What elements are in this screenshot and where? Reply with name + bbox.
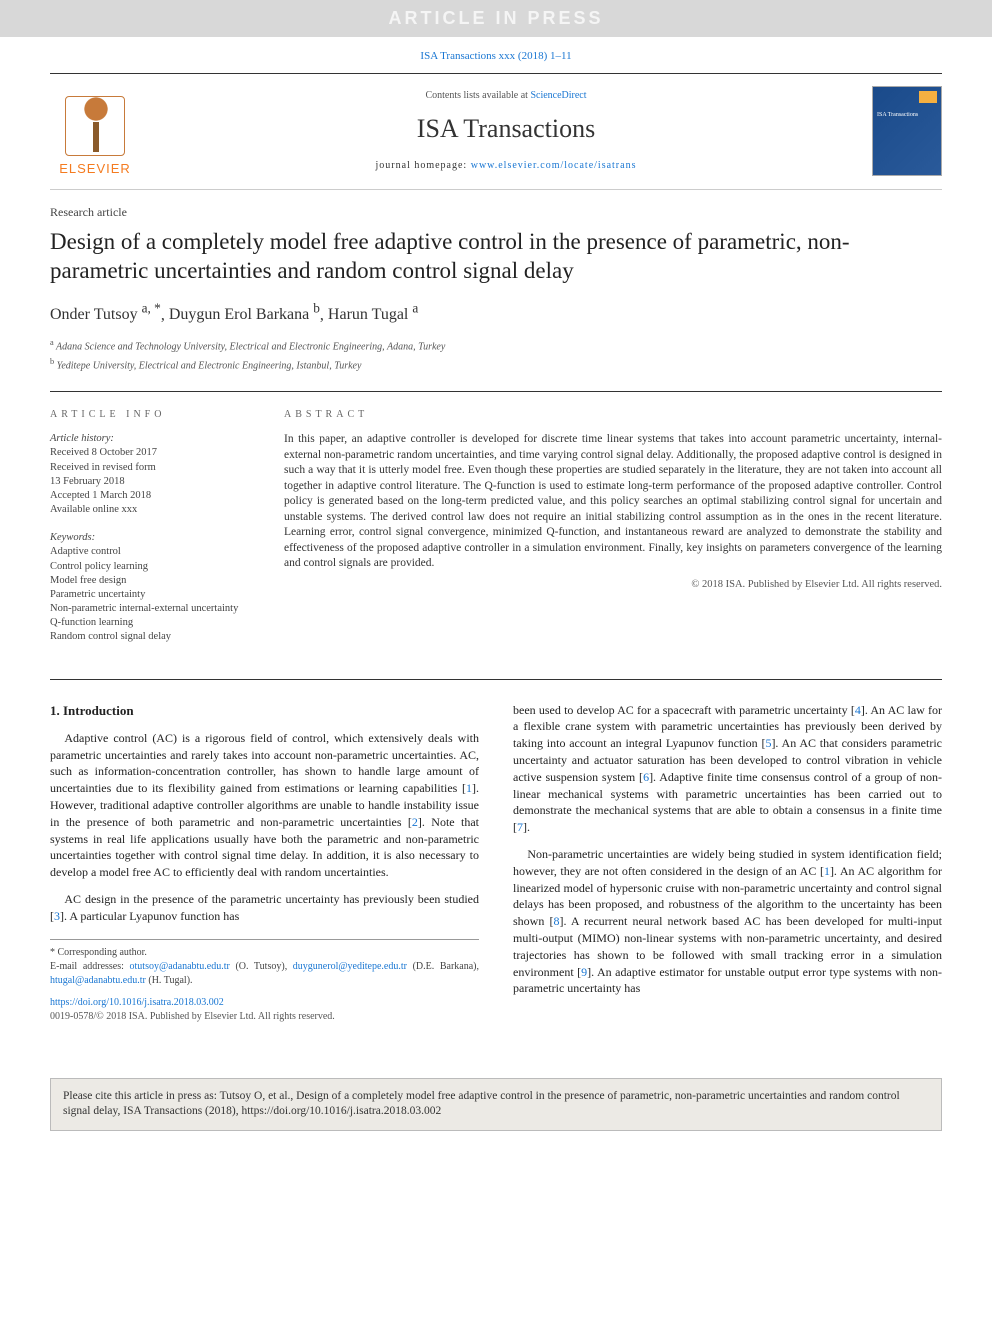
sciencedirect-link[interactable]: ScienceDirect <box>530 90 586 101</box>
body-paragraph: AC design in the presence of the paramet… <box>50 891 479 925</box>
journal-name: ISA Transactions <box>140 111 872 147</box>
body-paragraph: been used to develop AC for a spacecraft… <box>513 702 942 836</box>
ref-link[interactable]: 4 <box>855 703 861 717</box>
homepage-link[interactable]: www.elsevier.com/locate/isatrans <box>471 160 637 171</box>
elsevier-logo: ELSEVIER <box>50 84 140 179</box>
top-citation: ISA Transactions xxx (2018) 1–11 <box>0 37 992 72</box>
keyword: Parametric uncertainty <box>50 588 250 602</box>
ref-link[interactable]: 5 <box>765 736 771 750</box>
contents-prefix: Contents lists available at <box>425 90 530 101</box>
journal-cover-caption: ISA Transactions <box>877 111 937 119</box>
email-link[interactable]: htugal@adanabtu.edu.tr <box>50 975 146 986</box>
abstract-label: ABSTRACT <box>284 408 942 422</box>
ref-link[interactable]: 3 <box>54 909 60 923</box>
history-heading: Article history: <box>50 432 250 446</box>
keywords-heading: Keywords: <box>50 531 250 545</box>
author: Harun Tugal a <box>328 306 418 323</box>
ref-link[interactable]: 1 <box>466 781 472 795</box>
author-line: Onder Tutsoy a, *, Duygun Erol Barkana b… <box>50 300 942 327</box>
doi-link[interactable]: https://doi.org/10.1016/j.isatra.2018.03… <box>50 997 224 1008</box>
affiliation: b Yeditepe University, Electrical and El… <box>50 356 942 373</box>
corresponding-author-note: * Corresponding author. <box>50 946 479 960</box>
footnotes: * Corresponding author. E-mail addresses… <box>50 939 479 988</box>
homepage-label: journal homepage: <box>376 160 471 171</box>
doi-line: https://doi.org/10.1016/j.isatra.2018.03… <box>50 996 479 1010</box>
top-citation-link[interactable]: ISA Transactions xxx (2018) 1–11 <box>420 50 571 62</box>
keyword: Control policy learning <box>50 560 250 574</box>
abstract-text: In this paper, an adaptive controller is… <box>284 432 942 572</box>
article-history: Article history: Received 8 October 2017… <box>50 432 250 517</box>
keywords-block: Keywords: Adaptive control Control polic… <box>50 531 250 644</box>
article-title: Design of a completely model free adapti… <box>50 228 942 286</box>
keyword: Non-parametric internal-external uncerta… <box>50 602 250 616</box>
article-in-press-banner: ARTICLE IN PRESS <box>0 0 992 37</box>
abstract-copyright: © 2018 ISA. Published by Elsevier Ltd. A… <box>284 578 942 593</box>
elsevier-wordmark: ELSEVIER <box>59 160 131 178</box>
ref-link[interactable]: 6 <box>643 770 649 784</box>
email-addresses: E-mail addresses: otutsoy@adanabtu.edu.t… <box>50 960 479 988</box>
section-heading: 1. Introduction <box>50 702 479 720</box>
keyword: Adaptive control <box>50 545 250 559</box>
right-column: been used to develop AC for a spacecraft… <box>513 702 942 1024</box>
ref-link[interactable]: 2 <box>412 815 418 829</box>
journal-cover-thumbnail: ISA Transactions <box>872 86 942 176</box>
author: Duygun Erol Barkana b <box>169 306 320 323</box>
email-owner: (O. Tutsoy) <box>235 961 284 972</box>
article-info-label: ARTICLE INFO <box>50 408 250 422</box>
history-line: Available online xxx <box>50 503 250 517</box>
email-owner: (H. Tugal) <box>148 975 190 986</box>
body-paragraph: Adaptive control (AC) is a rigorous fiel… <box>50 730 479 881</box>
history-line: Received in revised form <box>50 461 250 475</box>
keyword: Model free design <box>50 574 250 588</box>
body-two-column: 1. Introduction Adaptive control (AC) is… <box>50 679 942 1024</box>
ref-link[interactable]: 7 <box>517 820 523 834</box>
abstract-column: ABSTRACT In this paper, an adaptive cont… <box>284 408 942 658</box>
email-owner: (D.E. Barkana) <box>413 961 477 972</box>
history-line: 13 February 2018 <box>50 475 250 489</box>
please-cite-box: Please cite this article in press as: Tu… <box>50 1078 942 1131</box>
ref-link[interactable]: 9 <box>581 965 587 979</box>
affiliation: a Adana Science and Technology Universit… <box>50 337 942 354</box>
left-column: 1. Introduction Adaptive control (AC) is… <box>50 702 479 1024</box>
history-line: Accepted 1 March 2018 <box>50 489 250 503</box>
issn-line: 0019-0578/© 2018 ISA. Published by Elsev… <box>50 1010 479 1024</box>
email-link[interactable]: otutsoy@adanabtu.edu.tr <box>130 961 230 972</box>
contents-line: Contents lists available at ScienceDirec… <box>140 89 872 103</box>
keyword: Random control signal delay <box>50 630 250 644</box>
ref-link[interactable]: 8 <box>553 914 559 928</box>
history-line: Received 8 October 2017 <box>50 446 250 460</box>
email-link[interactable]: duygunerol@yeditepe.edu.tr <box>293 961 407 972</box>
homepage-line: journal homepage: www.elsevier.com/locat… <box>140 159 872 173</box>
body-paragraph: Non-parametric uncertainties are widely … <box>513 846 942 997</box>
article-type: Research article <box>50 204 942 221</box>
article-info-column: ARTICLE INFO Article history: Received 8… <box>50 408 250 658</box>
author: Onder Tutsoy a, * <box>50 306 161 323</box>
keyword: Q-function learning <box>50 616 250 630</box>
ref-link[interactable]: 1 <box>824 864 830 878</box>
journal-header: ELSEVIER Contents lists available at Sci… <box>50 73 942 190</box>
email-label: E-mail addresses: <box>50 961 130 972</box>
elsevier-tree-icon <box>65 96 125 156</box>
